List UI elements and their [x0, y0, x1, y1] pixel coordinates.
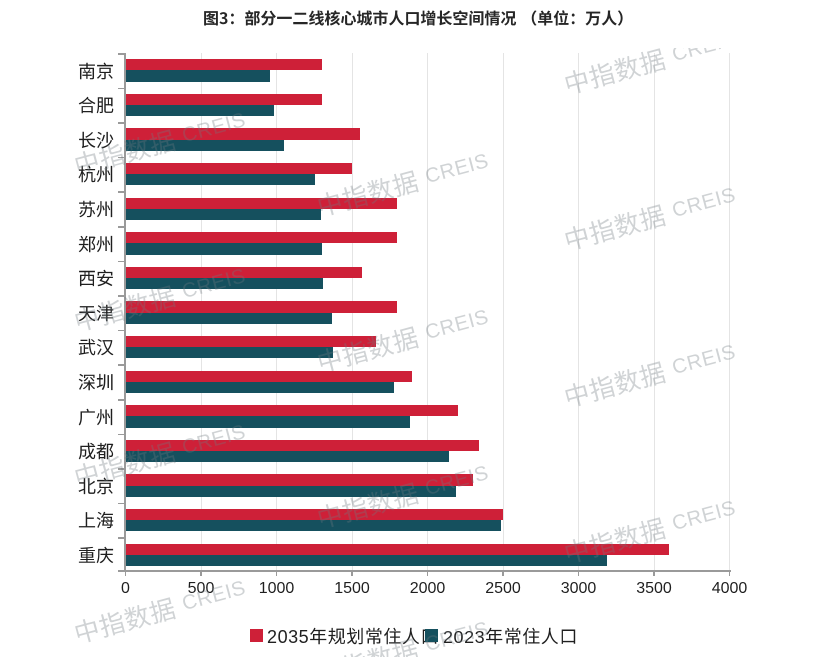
svg-text:CREIS: CREIS	[180, 577, 248, 615]
svg-text:CREIS: CREIS	[423, 306, 491, 344]
svg-text:2023: 2023	[443, 627, 485, 645]
svg-text:CREIS: CREIS	[670, 184, 738, 222]
svg-text:CREIS: CREIS	[180, 109, 248, 147]
svg-text:CREIS: CREIS	[670, 341, 738, 379]
svg-text:CREIS: CREIS	[670, 48, 738, 66]
svg-text:CREIS: CREIS	[180, 265, 248, 303]
svg-text:CREIS: CREIS	[180, 421, 248, 459]
svg-text:CREIS: CREIS	[423, 462, 491, 500]
svg-text:2035: 2035	[267, 627, 309, 645]
svg-text:CREIS: CREIS	[423, 150, 491, 188]
svg-text:CREIS: CREIS	[423, 618, 491, 656]
svg-text:CREIS: CREIS	[670, 497, 738, 535]
